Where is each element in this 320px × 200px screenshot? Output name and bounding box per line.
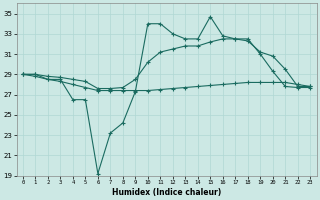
X-axis label: Humidex (Indice chaleur): Humidex (Indice chaleur)	[112, 188, 221, 197]
